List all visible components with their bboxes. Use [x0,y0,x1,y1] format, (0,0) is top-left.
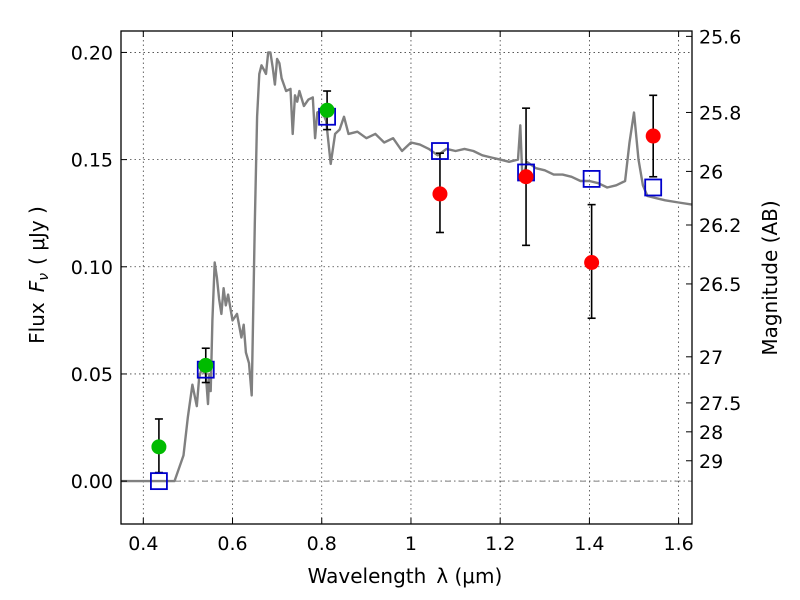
y-tick-label: 0.20 [71,42,113,64]
observed-point [432,186,448,202]
observed-point [584,254,600,270]
right-tick-label: 27.5 [699,393,741,415]
plot-series [121,51,693,491]
y-tick-label: 0.10 [71,257,113,279]
x-tick-label: 0.8 [307,533,337,555]
model-photometry-square [644,178,663,197]
spectrum-line [121,51,693,483]
y-tick-label: 0.15 [71,150,113,172]
x-tick-label: 1 [405,533,417,555]
right-tick-label: 26 [699,161,723,183]
right-tick-label: 29 [699,451,723,473]
right-axis-label: Magnitude (AB) [758,200,782,355]
right-axis-ticks: 25.6 25.8 26 26.2 26.5 27 27.5 28 29 [686,26,741,473]
x-tick-label: 0.6 [217,533,247,555]
model-photometry-square [582,169,601,188]
right-tick-label: 25.6 [699,26,741,48]
model-photometry-square [431,142,449,160]
right-tick-label: 28 [699,422,723,444]
grid-lines [121,31,692,524]
observed-point [645,128,661,144]
observed-point [151,439,167,455]
y-axis-label: FluxFν( μJy ) [25,206,52,344]
y-tick-label: 0.05 [71,364,113,386]
x-tick-label: 0.4 [128,533,158,555]
x-axis-ticks: 0.4 0.6 0.8 1 1.2 1.4 1.6 [128,31,694,555]
model-photometry-square [150,472,168,491]
y-axis-ticks: 0.00 0.05 0.10 0.15 0.20 [71,42,127,493]
x-tick-label: 1.2 [485,533,515,555]
observed-point [518,169,534,185]
x-tick-label: 1.6 [664,533,694,555]
observed-point [319,102,335,118]
x-tick-label: 1.4 [574,533,604,555]
right-tick-label: 26.5 [699,274,741,296]
right-tick-label: 27 [699,347,723,369]
x-axis-label: Wavelength λ (μm) [308,564,503,588]
right-tick-label: 25.8 [699,102,741,124]
right-tick-label: 26.2 [699,215,741,237]
observed-point [198,357,214,373]
plot-frame [120,30,693,525]
y-tick-label: 0.00 [71,471,113,493]
